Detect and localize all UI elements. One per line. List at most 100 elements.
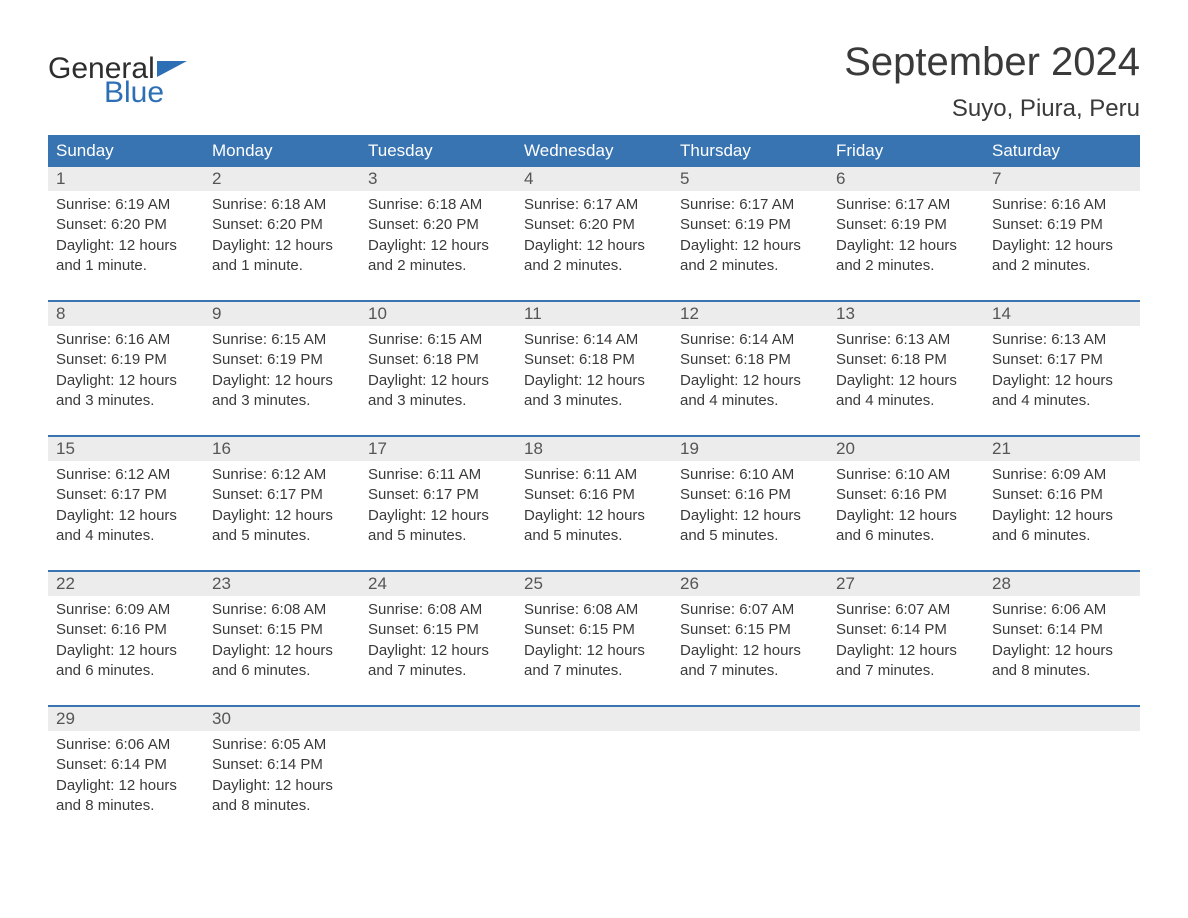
day-number-cell: 18 [516, 437, 672, 461]
sunrise-line: Sunrise: 6:17 AM [524, 195, 664, 215]
day-cell: Sunrise: 6:16 AMSunset: 6:19 PMDaylight:… [48, 326, 204, 435]
calendar-table: SundayMondayTuesdayWednesdayThursdayFrid… [48, 135, 1140, 840]
sunrise-line: Sunrise: 6:07 AM [836, 600, 976, 620]
day-number-cell: 1 [48, 167, 204, 191]
sunset-line: Sunset: 6:15 PM [524, 620, 664, 640]
day-number: 14 [984, 302, 1140, 326]
day-cell: Sunrise: 6:08 AMSunset: 6:15 PMDaylight:… [204, 596, 360, 705]
daylight-line: Daylight: 12 hours and 1 minute. [56, 236, 196, 277]
day-cell: Sunrise: 6:09 AMSunset: 6:16 PMDaylight:… [48, 596, 204, 705]
day-cell: Sunrise: 6:09 AMSunset: 6:16 PMDaylight:… [984, 461, 1140, 570]
sunrise-line: Sunrise: 6:10 AM [836, 465, 976, 485]
day-number-cell: 30 [204, 707, 360, 731]
daylight-line: Daylight: 12 hours and 1 minute. [212, 236, 352, 277]
day-cell: Sunrise: 6:08 AMSunset: 6:15 PMDaylight:… [516, 596, 672, 705]
sunrise-line: Sunrise: 6:06 AM [56, 735, 196, 755]
day-number-cell: 22 [48, 572, 204, 596]
daylight-line: Daylight: 12 hours and 2 minutes. [680, 236, 820, 277]
sunset-line: Sunset: 6:16 PM [524, 485, 664, 505]
sunrise-line: Sunrise: 6:11 AM [524, 465, 664, 485]
day-number-row: 22232425262728 [48, 572, 1140, 596]
day-cell: Sunrise: 6:16 AMSunset: 6:19 PMDaylight:… [984, 191, 1140, 300]
day-number-cell: 10 [360, 302, 516, 326]
day-cell: Sunrise: 6:07 AMSunset: 6:14 PMDaylight:… [828, 596, 984, 705]
day-number: 29 [48, 707, 204, 731]
day-number: 20 [828, 437, 984, 461]
day-number: 16 [204, 437, 360, 461]
day-number: 11 [516, 302, 672, 326]
sunrise-line: Sunrise: 6:13 AM [836, 330, 976, 350]
daylight-line: Daylight: 12 hours and 8 minutes. [992, 641, 1132, 682]
day-cell: Sunrise: 6:06 AMSunset: 6:14 PMDaylight:… [984, 596, 1140, 705]
day-number-cell: 20 [828, 437, 984, 461]
day-number: 24 [360, 572, 516, 596]
day-cell: Sunrise: 6:13 AMSunset: 6:18 PMDaylight:… [828, 326, 984, 435]
day-number-cell: 19 [672, 437, 828, 461]
sunset-line: Sunset: 6:17 PM [368, 485, 508, 505]
sunset-line: Sunset: 6:16 PM [56, 620, 196, 640]
daylight-line: Daylight: 12 hours and 7 minutes. [680, 641, 820, 682]
day-number [672, 707, 828, 711]
day-number: 6 [828, 167, 984, 191]
sunrise-line: Sunrise: 6:06 AM [992, 600, 1132, 620]
sunset-line: Sunset: 6:20 PM [368, 215, 508, 235]
daylight-line: Daylight: 12 hours and 7 minutes. [836, 641, 976, 682]
sunset-line: Sunset: 6:17 PM [56, 485, 196, 505]
daylight-line: Daylight: 12 hours and 6 minutes. [56, 641, 196, 682]
sunrise-line: Sunrise: 6:10 AM [680, 465, 820, 485]
day-number: 30 [204, 707, 360, 731]
day-number-cell [672, 707, 828, 731]
logo-text-blue: Blue [48, 78, 187, 108]
calendar-header-cell: Friday [828, 135, 984, 167]
day-number [516, 707, 672, 711]
sunset-line: Sunset: 6:18 PM [680, 350, 820, 370]
daylight-line: Daylight: 12 hours and 5 minutes. [212, 506, 352, 547]
day-number-cell: 7 [984, 167, 1140, 191]
day-number-cell [516, 707, 672, 731]
sunrise-line: Sunrise: 6:13 AM [992, 330, 1132, 350]
day-number-cell: 27 [828, 572, 984, 596]
day-number-cell [828, 707, 984, 731]
sunset-line: Sunset: 6:20 PM [524, 215, 664, 235]
sunrise-line: Sunrise: 6:07 AM [680, 600, 820, 620]
daylight-line: Daylight: 12 hours and 7 minutes. [368, 641, 508, 682]
sunset-line: Sunset: 6:20 PM [56, 215, 196, 235]
day-cell: Sunrise: 6:12 AMSunset: 6:17 PMDaylight:… [48, 461, 204, 570]
sunset-line: Sunset: 6:16 PM [680, 485, 820, 505]
day-number-cell: 28 [984, 572, 1140, 596]
sunset-line: Sunset: 6:19 PM [56, 350, 196, 370]
daylight-line: Daylight: 12 hours and 4 minutes. [836, 371, 976, 412]
daylight-line: Daylight: 12 hours and 3 minutes. [368, 371, 508, 412]
day-number-cell: 26 [672, 572, 828, 596]
daylight-line: Daylight: 12 hours and 2 minutes. [368, 236, 508, 277]
day-number: 9 [204, 302, 360, 326]
day-number: 28 [984, 572, 1140, 596]
daylight-line: Daylight: 12 hours and 5 minutes. [524, 506, 664, 547]
daylight-line: Daylight: 12 hours and 3 minutes. [56, 371, 196, 412]
day-number [828, 707, 984, 711]
day-number-cell: 12 [672, 302, 828, 326]
day-number: 19 [672, 437, 828, 461]
sunset-line: Sunset: 6:14 PM [836, 620, 976, 640]
day-cell: Sunrise: 6:10 AMSunset: 6:16 PMDaylight:… [672, 461, 828, 570]
sunrise-line: Sunrise: 6:16 AM [56, 330, 196, 350]
day-cell: Sunrise: 6:14 AMSunset: 6:18 PMDaylight:… [516, 326, 672, 435]
day-number: 15 [48, 437, 204, 461]
daylight-line: Daylight: 12 hours and 4 minutes. [56, 506, 196, 547]
sunset-line: Sunset: 6:14 PM [212, 755, 352, 775]
day-number-cell: 2 [204, 167, 360, 191]
day-number: 25 [516, 572, 672, 596]
daylight-line: Daylight: 12 hours and 5 minutes. [680, 506, 820, 547]
day-number-cell: 6 [828, 167, 984, 191]
sunset-line: Sunset: 6:17 PM [992, 350, 1132, 370]
calendar-header-row: SundayMondayTuesdayWednesdayThursdayFrid… [48, 135, 1140, 167]
day-number: 2 [204, 167, 360, 191]
day-cell: Sunrise: 6:12 AMSunset: 6:17 PMDaylight:… [204, 461, 360, 570]
day-number-cell: 24 [360, 572, 516, 596]
daylight-line: Daylight: 12 hours and 3 minutes. [212, 371, 352, 412]
day-number-cell: 13 [828, 302, 984, 326]
day-number-row: 15161718192021 [48, 437, 1140, 461]
sunrise-line: Sunrise: 6:15 AM [212, 330, 352, 350]
sunset-line: Sunset: 6:19 PM [680, 215, 820, 235]
calendar-header-cell: Monday [204, 135, 360, 167]
